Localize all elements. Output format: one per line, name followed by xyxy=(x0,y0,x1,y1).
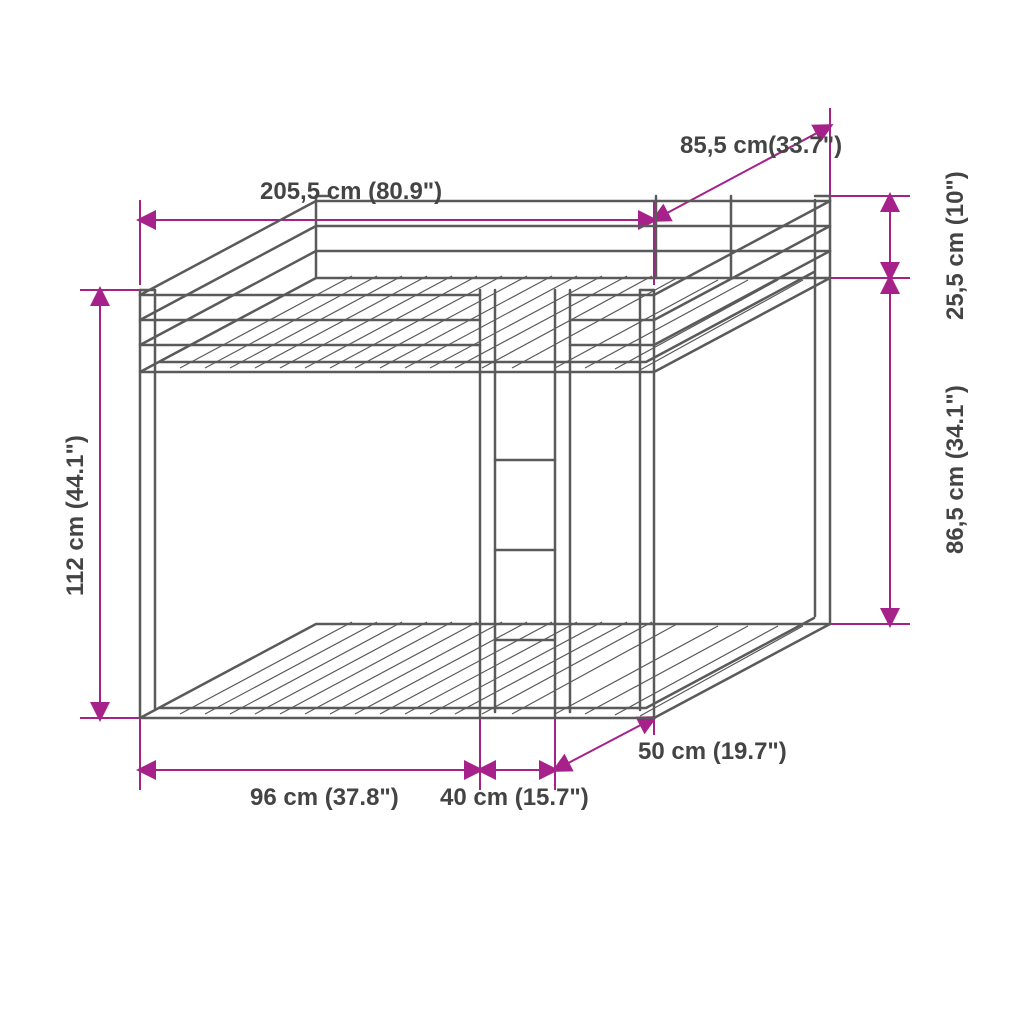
dim-seg50-label: 50 cm (19.7") xyxy=(638,738,787,766)
product-drawing xyxy=(140,196,830,718)
dim-seg40-label: 40 cm (15.7") xyxy=(440,784,589,812)
dim-clear-label: 86,5 cm (34.1") xyxy=(942,385,970,554)
dim-width-label: 85,5 cm(33.7") xyxy=(680,132,842,160)
dim-height-label: 112 cm (44.1") xyxy=(62,435,90,596)
dim-rail-label: 25,5 cm (10") xyxy=(942,171,970,320)
dim-seg96-label: 96 cm (37.8") xyxy=(250,784,399,812)
diagram-canvas xyxy=(0,0,1024,1024)
dim-length-label: 205,5 cm (80.9") xyxy=(260,178,442,206)
